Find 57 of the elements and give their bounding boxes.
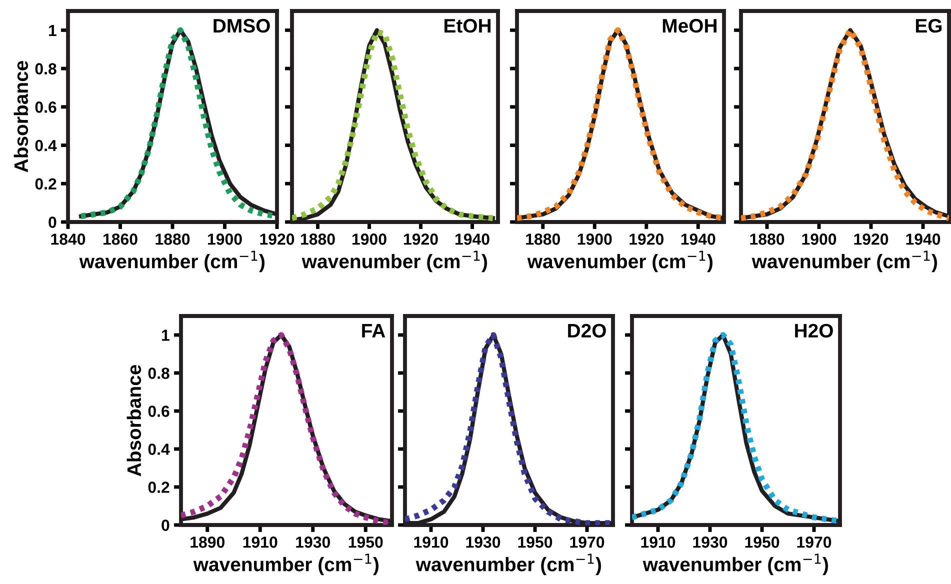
x-axis-title: wavenumber (cm$^{−1}$) — [642, 554, 828, 576]
chart-title: D2O — [568, 324, 606, 338]
y-tick-label: 0.4 — [148, 444, 170, 455]
y-tick-label: 0.4 — [35, 140, 57, 152]
chart-title: H2O — [795, 324, 833, 338]
chart-title: MeOH — [662, 18, 716, 33]
y-axis-title: Absorbance — [126, 364, 142, 476]
y-tick-label: 0.2 — [35, 178, 56, 190]
y-tick-label: 0.8 — [148, 368, 170, 379]
x-tick-label: 1920 — [854, 234, 888, 245]
x-tick-label: 1900 — [208, 234, 242, 245]
x-axis-title: wavenumber (cm$^{−1}$) — [193, 554, 378, 576]
x-tick-label: 1910 — [414, 536, 448, 548]
x-tick-label: 1900 — [578, 234, 612, 245]
x-tick-label: 1910 — [243, 536, 278, 548]
x-tick-label: 1930 — [693, 536, 728, 548]
x-tick-label: 1930 — [466, 536, 500, 548]
x-tick-label: 1950 — [348, 536, 383, 548]
x-tick-label: 1970 — [570, 536, 604, 548]
x-axis-title: wavenumber (cm$^{−1}$) — [752, 250, 937, 272]
y-tick-label: 0 — [48, 216, 56, 228]
x-tick-label: 1910 — [641, 536, 676, 548]
y-tick-label: 0.8 — [35, 63, 56, 74]
x-tick-label: 1900 — [802, 234, 836, 245]
x-tick-label: 1940 — [455, 234, 490, 245]
x-axis-title: wavenumber (cm$^{−1}$) — [302, 250, 487, 272]
x-tick-label: 1880 — [750, 234, 784, 245]
x-axis-title: wavenumber (cm$^{−1}$) — [79, 250, 264, 272]
x-tick-label: 1840 — [51, 234, 86, 245]
x-tick-label: 1860 — [103, 234, 138, 245]
x-tick-label: 1940 — [681, 234, 716, 245]
x-tick-label: 1890 — [190, 536, 224, 548]
x-tick-label: 1950 — [745, 536, 780, 548]
x-tick-label: 1920 — [404, 234, 438, 245]
x-tick-label: 1880 — [156, 234, 190, 245]
chart-title: FA — [362, 324, 386, 338]
x-tick-label: 1940 — [906, 234, 940, 245]
y-tick-label: 1 — [162, 330, 170, 341]
y-tick-label: 0.6 — [35, 102, 56, 113]
x-axis-title: wavenumber (cm$^{−1}$) — [416, 554, 601, 576]
y-tick-label: 0 — [162, 520, 170, 531]
x-tick-label: 1920 — [260, 234, 294, 245]
x-tick-label: 1950 — [518, 536, 552, 548]
y-tick-label: 1 — [49, 24, 56, 36]
x-tick-label: 1920 — [630, 234, 664, 245]
x-tick-label: 1880 — [526, 234, 560, 245]
x-tick-label: 1900 — [352, 234, 386, 245]
chart-title: EtOH — [444, 18, 491, 33]
chart-title: EG — [916, 18, 942, 33]
x-tick-label: 1880 — [300, 234, 335, 245]
chart-title: DMSO — [214, 18, 270, 33]
x-tick-label: 1970 — [797, 536, 832, 548]
y-tick-label: 0.2 — [148, 482, 170, 493]
x-axis-title: wavenumber (cm$^{−1}$) — [527, 250, 712, 272]
x-tick-label: 1930 — [296, 536, 330, 548]
y-tick-label: 0.6 — [148, 406, 170, 417]
y-axis-title: Absorbance — [14, 60, 28, 172]
